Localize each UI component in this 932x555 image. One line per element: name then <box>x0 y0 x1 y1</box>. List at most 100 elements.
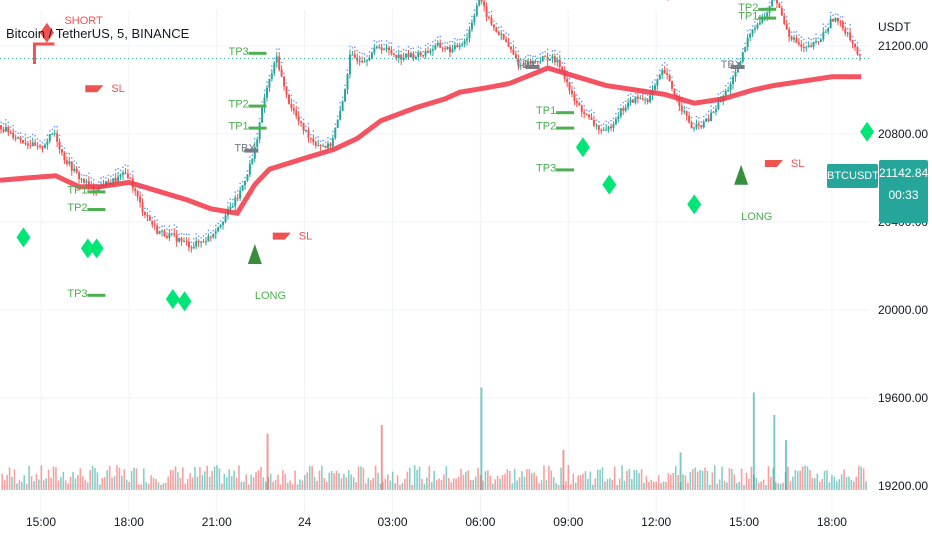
volume-bar <box>145 482 147 490</box>
volume-bar <box>526 469 528 490</box>
candle-body <box>59 142 61 149</box>
candle-body <box>847 33 849 34</box>
candle-body <box>273 63 275 74</box>
tp-bar <box>758 8 776 11</box>
trail-dot <box>854 40 856 42</box>
trail-dot <box>542 52 544 54</box>
candle-body <box>671 81 673 89</box>
trail-dot <box>844 22 846 24</box>
trail-dot <box>608 122 610 124</box>
volume-bar <box>385 479 387 490</box>
candle-body <box>410 53 412 57</box>
trail-dot <box>422 51 424 53</box>
volume-bar <box>348 470 350 490</box>
volume-spike <box>773 415 775 490</box>
volume-bar <box>311 466 313 490</box>
trail-dot <box>688 108 690 110</box>
trail-dot <box>200 237 202 239</box>
short-arrow <box>34 44 54 64</box>
volume-spike <box>381 425 383 490</box>
volume-bar <box>62 472 64 490</box>
candle-body <box>483 1 485 6</box>
x-tick-label: 24 <box>298 515 312 529</box>
volume-bar <box>299 479 301 490</box>
candle-body <box>49 134 51 141</box>
candle-body <box>673 89 675 95</box>
trail-dot <box>732 71 734 73</box>
volume-bar <box>846 477 848 490</box>
trail-dot <box>791 31 793 33</box>
volume-bar <box>23 475 25 490</box>
candle-body <box>127 174 129 178</box>
candle-body <box>176 235 178 242</box>
volume-bar <box>265 481 267 490</box>
candle-body <box>827 28 829 32</box>
trail-dot <box>222 217 224 219</box>
trail-dot <box>66 152 68 154</box>
candle-body <box>190 247 192 248</box>
candle-body <box>800 44 802 47</box>
candle-body <box>246 175 248 181</box>
annotation-tp: TP2 <box>67 202 87 214</box>
trail-dot <box>59 135 61 137</box>
trail-dot <box>259 118 261 120</box>
candle-body <box>346 75 348 90</box>
candle-body <box>566 79 568 82</box>
last-price-tag: 21142.84 00:33 <box>879 160 928 223</box>
trail-dot <box>456 39 458 41</box>
trail-dot <box>593 112 595 114</box>
annotation-sl: SL <box>791 158 804 170</box>
candle-body <box>244 181 246 185</box>
candle-body <box>376 47 378 48</box>
candle-body <box>634 97 636 103</box>
candle-body <box>61 149 63 152</box>
trail-dot <box>191 241 193 243</box>
volume-bar <box>404 479 406 490</box>
trail-dot <box>430 45 432 47</box>
candle-body <box>771 0 773 6</box>
candle-body <box>664 70 666 73</box>
volume-bar <box>702 471 704 490</box>
candle-body <box>32 143 34 146</box>
trail-dot <box>498 27 500 29</box>
candle-body <box>705 119 707 122</box>
candle-body <box>600 130 602 131</box>
candle-body <box>734 72 736 77</box>
trail-dot <box>210 232 212 234</box>
trail-dot <box>212 230 214 232</box>
trail-dot <box>408 46 410 48</box>
trail-dot <box>242 181 244 183</box>
candle-body <box>822 32 824 39</box>
trail-dot <box>657 75 659 77</box>
candle-body <box>149 217 151 221</box>
volume-bar <box>692 469 694 490</box>
volume-bar <box>765 485 767 490</box>
volume-bar <box>292 484 294 490</box>
trail-dot <box>325 142 327 144</box>
candle-body <box>669 75 671 81</box>
trail-dot <box>410 48 412 50</box>
candle-body <box>300 122 302 124</box>
volume-bar <box>602 467 604 490</box>
trail-dot <box>727 83 729 85</box>
candle-body <box>181 238 183 241</box>
buy-marker <box>90 238 104 258</box>
candle-body <box>710 113 712 121</box>
trail-dot <box>500 26 502 28</box>
candle-body <box>493 25 495 28</box>
trail-dot <box>857 42 859 44</box>
volume-bar <box>455 478 457 490</box>
trail-dot <box>208 230 210 232</box>
candle-body <box>466 38 468 40</box>
candle-body <box>163 231 165 236</box>
trail-dot <box>3 123 5 125</box>
volume-bar <box>143 468 145 490</box>
volume-bar <box>777 483 779 490</box>
volume-bar <box>633 470 635 490</box>
trail-dot <box>525 56 527 58</box>
volume-bar <box>851 480 853 490</box>
volume-bar <box>424 484 426 490</box>
candle-body <box>310 138 312 139</box>
